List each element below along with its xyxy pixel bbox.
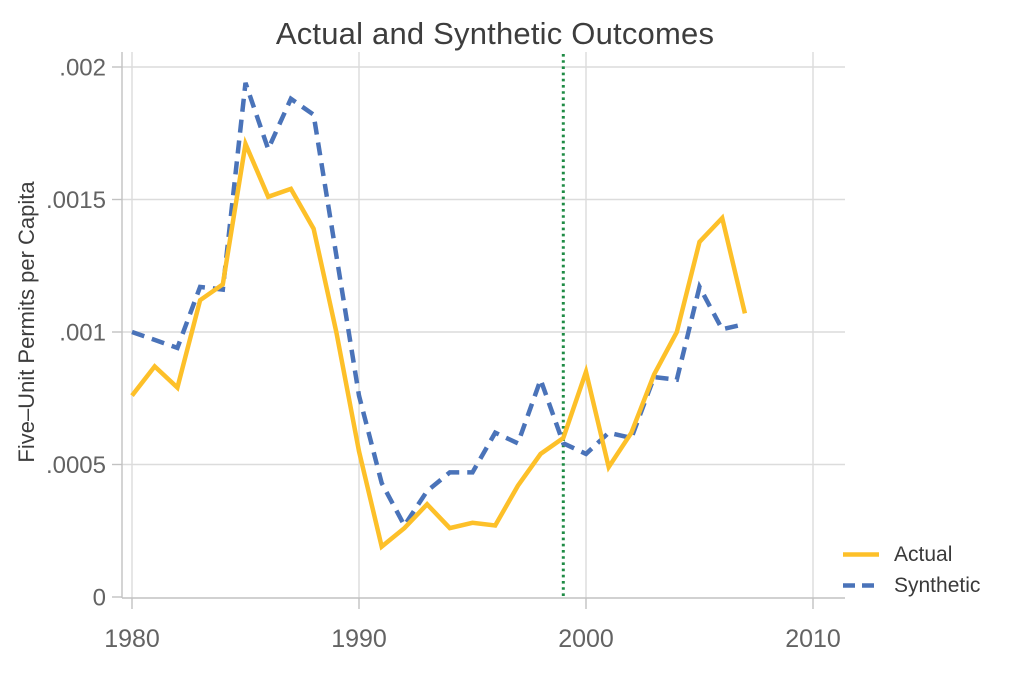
legend: Actual Synthetic [842,542,980,598]
y-tick-label: .0015 [46,187,106,214]
y-tick-label: .001 [59,319,106,346]
legend-label-actual: Actual [894,542,953,566]
x-tick-label: 2000 [558,625,614,653]
x-tick-label: 2010 [785,625,841,653]
synthetic-series-line [131,82,746,530]
x-tick-label: 1990 [331,625,387,653]
legend-item-actual: Actual [842,542,980,567]
x-tick-label: 1980 [104,625,160,653]
legend-label-synthetic: Synthetic [894,573,981,597]
actual-series-line [130,135,748,551]
y-tick-label: .002 [59,54,106,81]
actual-legend-swatch [843,552,879,557]
chart-title: Actual and Synthetic Outcomes [275,16,715,51]
y-tick-label: 0 [93,584,106,611]
legend-item-synthetic: Synthetic [842,573,980,598]
y-tick-label: .0005 [46,452,106,479]
synthetic-legend-swatch [843,583,879,588]
